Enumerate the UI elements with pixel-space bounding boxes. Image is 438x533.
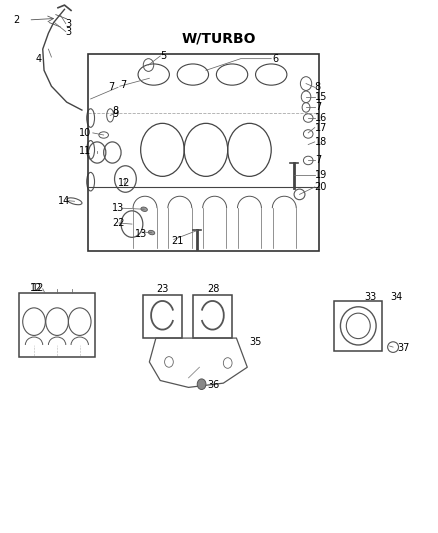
Text: 34: 34	[390, 292, 402, 302]
Text: 16: 16	[315, 113, 327, 123]
Text: 15: 15	[315, 92, 327, 102]
Text: 3: 3	[66, 27, 72, 37]
Text: 28: 28	[207, 284, 219, 294]
Text: 36: 36	[207, 380, 219, 390]
Text: 21: 21	[171, 236, 184, 246]
Ellipse shape	[148, 230, 155, 235]
Text: 5: 5	[161, 51, 167, 61]
Text: 13: 13	[113, 203, 125, 213]
Text: 8: 8	[315, 82, 321, 92]
Text: 17: 17	[315, 123, 327, 133]
Circle shape	[197, 379, 206, 390]
Text: 19: 19	[315, 171, 327, 180]
Bar	[143, 295, 182, 338]
Bar	[193, 295, 232, 338]
Bar	[19, 293, 95, 357]
Text: 6: 6	[272, 54, 278, 63]
Text: 12: 12	[118, 177, 131, 188]
Text: 14: 14	[58, 196, 70, 206]
Text: 7: 7	[315, 156, 321, 165]
Text: 12: 12	[32, 282, 44, 293]
Text: 37: 37	[397, 343, 410, 353]
Text: 3: 3	[66, 19, 72, 29]
Text: 9: 9	[113, 109, 119, 119]
Text: 20: 20	[315, 182, 327, 192]
Text: 33: 33	[365, 292, 377, 302]
Text: W/TURBO: W/TURBO	[182, 31, 256, 45]
Text: 7: 7	[120, 79, 126, 90]
Text: 13: 13	[135, 229, 148, 239]
Text: 7: 7	[315, 102, 321, 112]
Bar	[334, 301, 382, 351]
Text: 35: 35	[250, 337, 262, 347]
Text: 7: 7	[108, 82, 114, 92]
Ellipse shape	[141, 207, 147, 212]
Text: 10: 10	[79, 128, 91, 138]
Text: 8: 8	[113, 106, 119, 116]
Text: 11: 11	[79, 147, 91, 157]
Text: 18: 18	[315, 137, 327, 147]
Text: 22: 22	[113, 218, 125, 228]
Text: 2: 2	[14, 15, 20, 26]
Text: 12: 12	[30, 282, 42, 293]
Text: 4: 4	[35, 54, 42, 63]
Text: 23: 23	[156, 284, 168, 294]
